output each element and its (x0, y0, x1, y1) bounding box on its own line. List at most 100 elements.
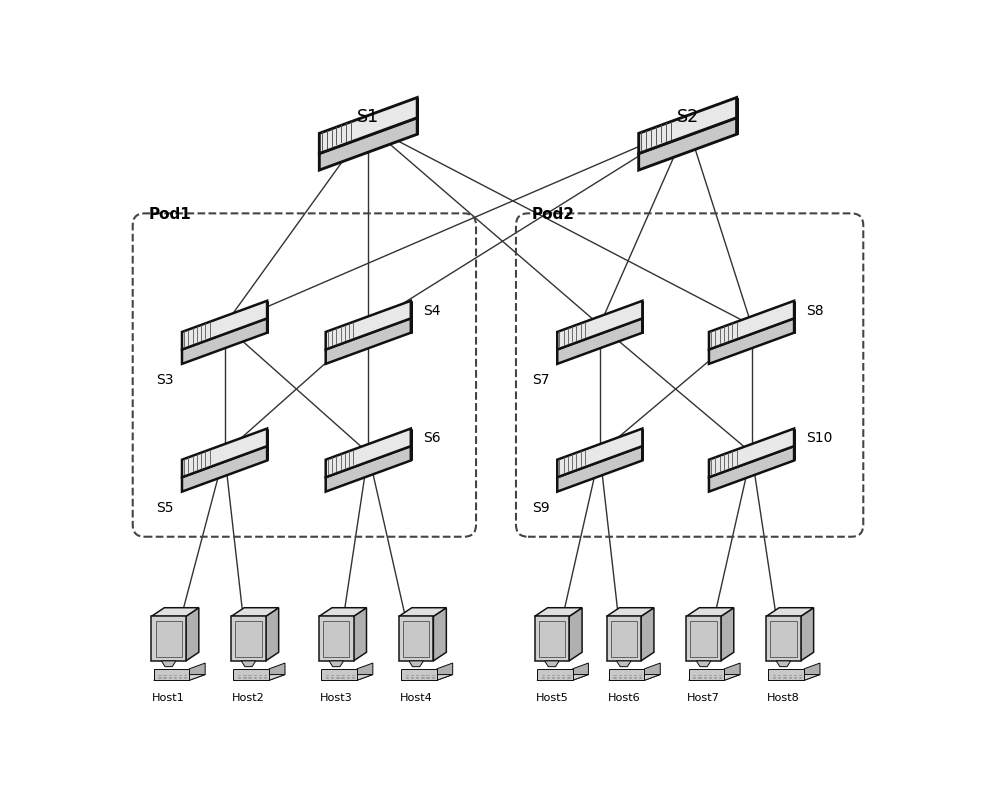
Text: S3: S3 (156, 373, 174, 386)
Polygon shape (607, 617, 641, 661)
Text: Host7: Host7 (687, 692, 720, 703)
Polygon shape (537, 675, 588, 680)
Polygon shape (557, 301, 642, 350)
Polygon shape (182, 429, 267, 478)
Polygon shape (804, 663, 820, 680)
Polygon shape (696, 661, 711, 666)
Bar (539, 621, 565, 658)
Polygon shape (401, 669, 437, 680)
Polygon shape (231, 617, 266, 661)
Bar (156, 621, 182, 658)
Bar (611, 621, 637, 658)
Polygon shape (233, 669, 269, 680)
Polygon shape (233, 675, 285, 680)
Text: S5: S5 (156, 500, 174, 514)
Polygon shape (326, 319, 411, 365)
Polygon shape (609, 669, 644, 680)
Polygon shape (151, 608, 199, 617)
Polygon shape (409, 661, 423, 666)
Polygon shape (545, 661, 559, 666)
Polygon shape (801, 608, 814, 661)
Polygon shape (607, 608, 654, 617)
Polygon shape (319, 608, 367, 617)
Text: Host8: Host8 (767, 692, 800, 703)
Polygon shape (231, 608, 279, 617)
Polygon shape (709, 319, 794, 365)
Text: Pod1: Pod1 (149, 207, 191, 222)
Polygon shape (186, 608, 199, 661)
Text: S10: S10 (806, 430, 832, 445)
Polygon shape (266, 608, 279, 661)
Polygon shape (639, 99, 737, 154)
Text: S1: S1 (357, 108, 379, 126)
Polygon shape (319, 617, 354, 661)
Polygon shape (326, 301, 411, 350)
Bar (770, 621, 797, 658)
Bar (323, 621, 349, 658)
Polygon shape (686, 608, 734, 617)
Polygon shape (326, 429, 411, 478)
Polygon shape (721, 608, 734, 661)
Polygon shape (535, 617, 569, 661)
Polygon shape (766, 608, 814, 617)
Text: Host3: Host3 (320, 692, 353, 703)
Polygon shape (321, 669, 357, 680)
Polygon shape (182, 301, 267, 350)
Polygon shape (689, 669, 724, 680)
Polygon shape (433, 608, 446, 661)
Polygon shape (329, 661, 344, 666)
Text: S9: S9 (532, 500, 549, 514)
Polygon shape (354, 608, 367, 661)
Polygon shape (535, 608, 582, 617)
Polygon shape (326, 446, 411, 492)
Polygon shape (617, 661, 631, 666)
Polygon shape (437, 663, 453, 680)
Polygon shape (768, 669, 804, 680)
Text: S8: S8 (806, 304, 824, 317)
Polygon shape (686, 617, 721, 661)
Bar (235, 621, 262, 658)
Text: S7: S7 (532, 373, 549, 386)
Text: S2: S2 (677, 108, 699, 126)
Polygon shape (766, 617, 801, 661)
Polygon shape (399, 617, 433, 661)
Text: Host6: Host6 (607, 692, 640, 703)
Text: S4: S4 (423, 304, 440, 317)
Polygon shape (609, 675, 660, 680)
Polygon shape (689, 675, 740, 680)
Polygon shape (241, 661, 256, 666)
Bar (690, 621, 717, 658)
Text: Host4: Host4 (400, 692, 433, 703)
Bar (403, 621, 429, 658)
Text: Host1: Host1 (152, 692, 185, 703)
Text: Host2: Host2 (232, 692, 265, 703)
Polygon shape (189, 663, 205, 680)
Polygon shape (724, 663, 740, 680)
Polygon shape (641, 608, 654, 661)
Polygon shape (319, 99, 417, 154)
Polygon shape (357, 663, 373, 680)
Polygon shape (182, 446, 267, 492)
Polygon shape (776, 661, 791, 666)
Polygon shape (768, 675, 820, 680)
Polygon shape (573, 663, 588, 680)
Polygon shape (709, 301, 794, 350)
Polygon shape (161, 661, 176, 666)
Polygon shape (151, 617, 186, 661)
Polygon shape (537, 669, 573, 680)
Text: Pod2: Pod2 (532, 207, 575, 222)
Polygon shape (399, 608, 446, 617)
Polygon shape (644, 663, 660, 680)
Text: S6: S6 (423, 430, 440, 445)
Polygon shape (321, 675, 373, 680)
Text: Host5: Host5 (536, 692, 568, 703)
Polygon shape (639, 119, 737, 171)
Polygon shape (557, 319, 642, 365)
Polygon shape (401, 675, 453, 680)
Polygon shape (557, 429, 642, 478)
Polygon shape (709, 446, 794, 492)
Polygon shape (182, 319, 267, 365)
Polygon shape (319, 119, 417, 171)
Polygon shape (709, 429, 794, 478)
Polygon shape (154, 675, 205, 680)
